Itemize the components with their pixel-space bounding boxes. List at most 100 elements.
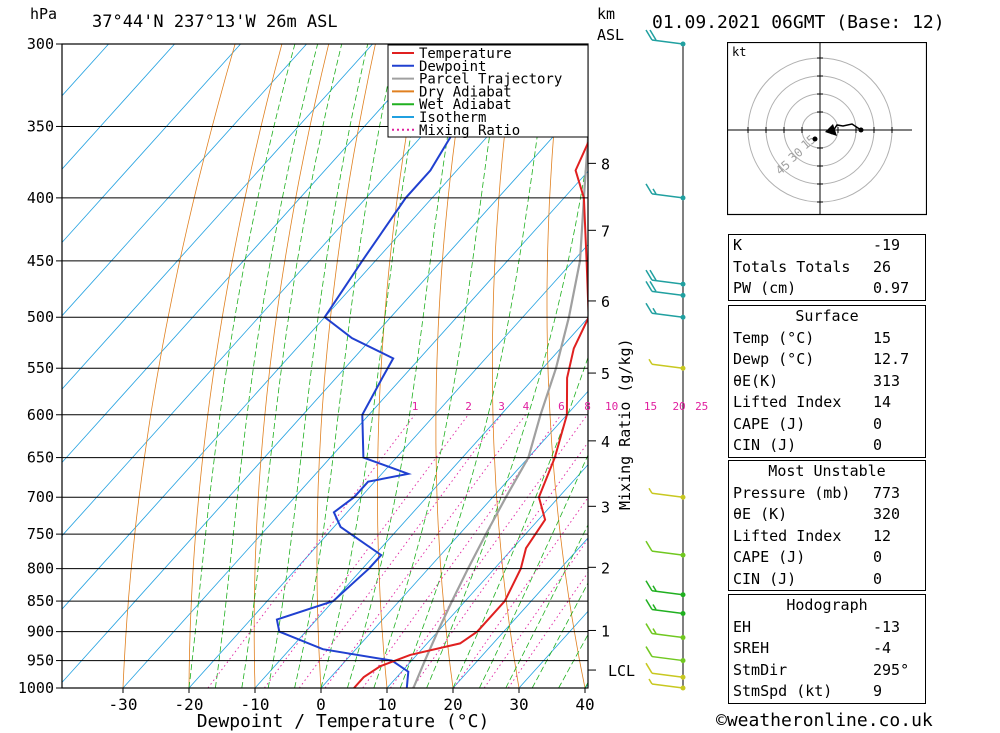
surface-title: Surface xyxy=(795,307,859,325)
isotherm-line xyxy=(62,44,109,97)
isotherm-line xyxy=(62,44,307,317)
row-value: 12 xyxy=(873,526,892,545)
pressure-tick-label: 850 xyxy=(27,592,54,610)
row-key: θE(K) xyxy=(733,371,779,390)
asl-label: ASL xyxy=(597,26,625,44)
row-key: CIN (J) xyxy=(733,436,797,454)
mixing-ratio-line xyxy=(507,571,588,688)
pressure-tick-label: 550 xyxy=(27,359,54,377)
mixing-ratio-line xyxy=(453,496,588,688)
wind-barb xyxy=(645,269,686,287)
legend-label: Dewpoint xyxy=(419,59,486,75)
wet-adiabat-line xyxy=(267,44,369,688)
legend-label: Isotherm xyxy=(419,110,486,126)
row-key: Pressure (mb) xyxy=(733,483,851,502)
wind-barb xyxy=(648,487,686,500)
table-row: θE (K) 320 xyxy=(729,504,925,526)
isotherm-line xyxy=(386,464,588,688)
row-value: 26 xyxy=(873,257,892,276)
mixing-ratio-label: 6 xyxy=(558,400,565,413)
x-tick-label: 40 xyxy=(575,695,594,714)
pressure-tick-label: 650 xyxy=(27,449,54,467)
hodograph-end-dot xyxy=(858,127,864,133)
mixing-ratio-line xyxy=(412,441,588,688)
row-key: θE (K) xyxy=(733,505,788,523)
mixing-ratio-label: 20 xyxy=(672,400,685,413)
isotherm-line xyxy=(62,44,439,464)
x-tick-label: 30 xyxy=(509,695,528,714)
x-tick-label: 20 xyxy=(443,695,462,714)
wind-barb xyxy=(645,183,686,201)
wind-barb-flag xyxy=(652,604,657,610)
isotherm-line xyxy=(62,44,241,244)
wind-barb-shaft xyxy=(651,550,684,556)
km-tick-label: LCL xyxy=(608,662,635,680)
km-tick-label: 7 xyxy=(601,222,610,240)
pressure-unit: hPa xyxy=(30,5,58,23)
row-key: Lifted Index xyxy=(733,526,842,545)
x-tick-label: 0 xyxy=(316,695,326,714)
plot-frame xyxy=(61,43,589,689)
wind-barb-shaft xyxy=(651,39,684,45)
km-tick-label: 4 xyxy=(601,433,610,451)
wind-barb-shaft xyxy=(651,312,684,318)
row-key: K xyxy=(733,236,743,254)
wind-barb xyxy=(648,358,686,371)
pressure-tick-label: 1000 xyxy=(18,679,54,697)
isotherm-line xyxy=(122,170,588,688)
row-key: PW (cm) xyxy=(733,279,797,297)
mixing-ratio-label: 2 xyxy=(465,400,472,413)
hodograph-unit: kt xyxy=(732,45,746,59)
dewpoint-line xyxy=(275,44,572,688)
isotherm-line xyxy=(254,317,588,688)
row-value: 14 xyxy=(873,393,892,411)
wind-barb-shaft xyxy=(651,193,684,199)
mixing-ratio-line xyxy=(390,414,588,688)
wind-barb-flag xyxy=(649,281,657,292)
row-value: 0 xyxy=(873,436,883,454)
wet-adiabat-line xyxy=(505,524,588,688)
wind-barb-flag xyxy=(652,628,657,634)
row-value: -4 xyxy=(873,639,892,657)
wind-barb-flag xyxy=(645,302,653,314)
wind-barb xyxy=(645,580,686,598)
pressure-tick-label: 300 xyxy=(27,35,54,53)
wind-barb-flag xyxy=(648,678,653,685)
km-label: km xyxy=(597,5,616,23)
mixing-ratio-axis-label: Mixing Ratio (g/kg) xyxy=(616,338,634,510)
row-key: CIN (J) xyxy=(733,569,797,588)
wind-barb-shaft xyxy=(651,672,684,678)
mixing-ratio-label: 25 xyxy=(695,400,708,413)
copyright-footer[interactable]: ©weatheronline.co.uk xyxy=(716,710,933,731)
most-unstable-title: Most Unstable xyxy=(768,462,886,480)
table-row: Totals Totals 26 xyxy=(729,257,925,279)
dry-adiabat-line xyxy=(937,44,1000,688)
wet-adiabat-line xyxy=(294,44,397,688)
table-row: StmDir 295° xyxy=(729,660,925,682)
wet-adiabat-line xyxy=(399,44,551,688)
isotherm-line xyxy=(62,44,571,610)
wet-adiabat-line xyxy=(188,44,296,688)
table-row: Dewp (°C) 12.7 xyxy=(729,349,925,371)
mixing-ratio-label: 8 xyxy=(584,400,591,413)
row-value: 0 xyxy=(873,569,883,588)
isotherm-line xyxy=(188,244,588,688)
wind-barb-shaft xyxy=(651,589,684,596)
table-row: CAPE (J) 0 xyxy=(729,547,925,569)
pressure-tick-label: 350 xyxy=(27,117,54,135)
table-row: Lifted Index 12 xyxy=(729,526,925,548)
wind-barb xyxy=(645,540,686,558)
isotherm-line xyxy=(452,537,588,688)
surface-table: Surface Temp (°C) 15 Dewp (°C) 12.7 θE(K) 313… xyxy=(728,305,926,458)
dry-adiabat-line xyxy=(435,44,470,688)
wind-barb-flag xyxy=(652,585,657,592)
legend-label: Parcel Trajectory xyxy=(419,72,562,88)
wind-barb-flag xyxy=(648,358,653,365)
pressure-tick-label: 700 xyxy=(27,488,54,506)
row-value: 15 xyxy=(873,328,892,347)
temperature-line xyxy=(353,140,588,688)
hodograph-frame xyxy=(727,42,927,216)
x-axis-label: Dewpoint / Temperature (°C) xyxy=(197,711,490,732)
wet-adiabat-line xyxy=(426,151,588,688)
